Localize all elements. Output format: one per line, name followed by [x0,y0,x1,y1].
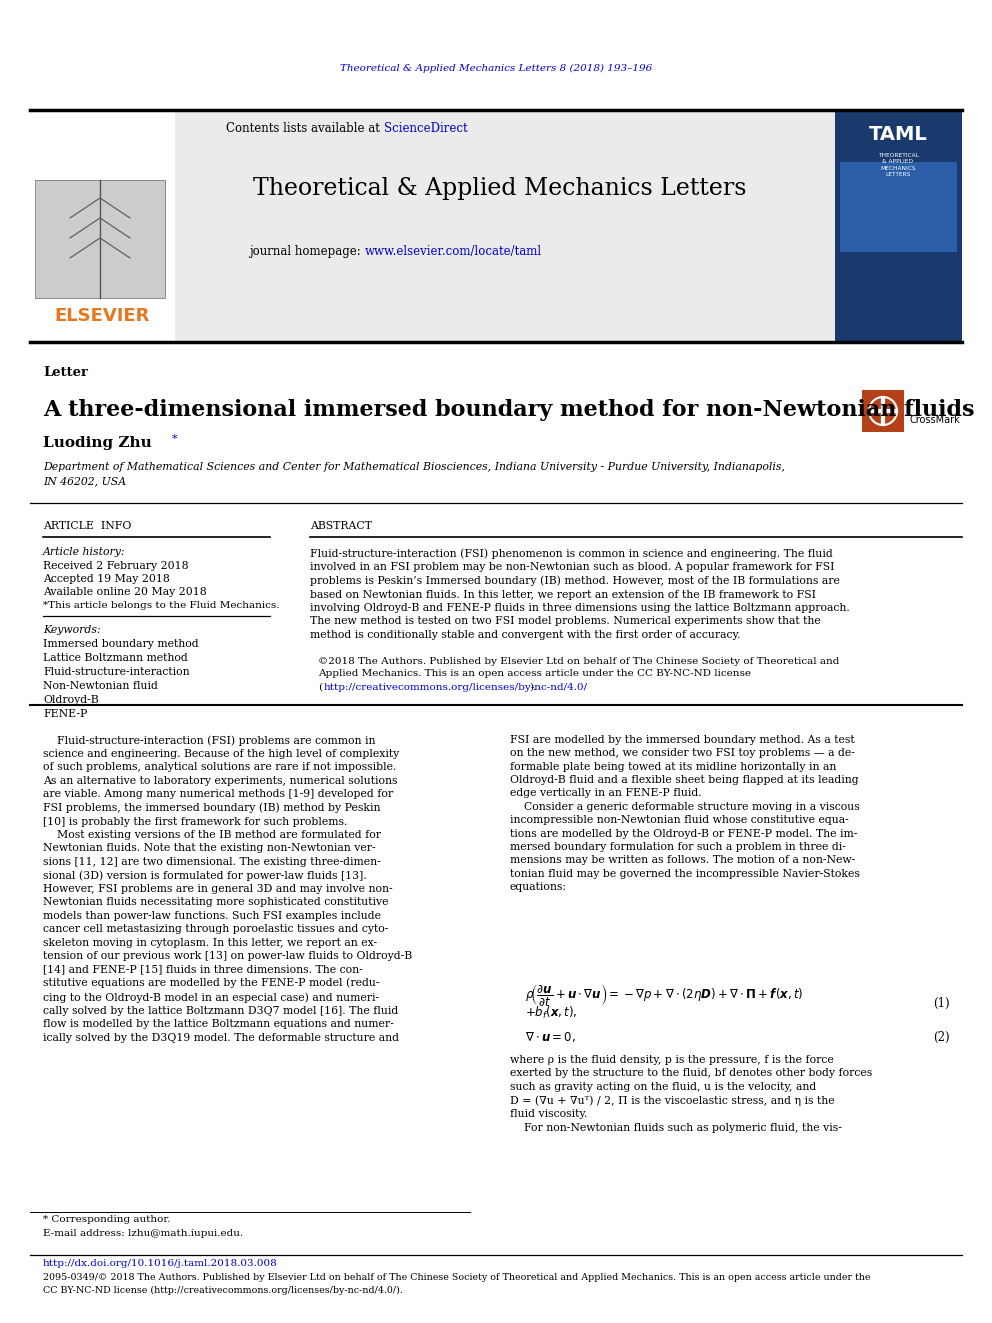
Text: Theoretical & Applied Mechanics Letters: Theoretical & Applied Mechanics Letters [253,176,747,200]
Text: 2095-0349/© 2018 The Authors. Published by Elsevier Ltd on behalf of The Chinese: 2095-0349/© 2018 The Authors. Published … [43,1274,871,1282]
Bar [862,390,904,433]
Text: Lattice Boltzmann method: Lattice Boltzmann method [43,654,187,663]
Text: Department of Mathematical Sciences and Center for Mathematical Biosciences, Ind: Department of Mathematical Sciences and … [43,462,785,486]
Text: ARTICLE  INFO: ARTICLE INFO [43,521,131,531]
Bar [35,180,165,298]
Text: FSI are modelled by the immersed boundary method. As a test
on the new method, w: FSI are modelled by the immersed boundar… [510,736,860,892]
Text: Fluid-structure-interaction: Fluid-structure-interaction [43,667,189,677]
Text: $+b_f(\boldsymbol{x},t),$: $+b_f(\boldsymbol{x},t),$ [525,1005,577,1021]
Text: TAML: TAML [869,126,928,144]
Bar [835,110,962,343]
Text: $\nabla\cdot\boldsymbol{u}=0,$: $\nabla\cdot\boldsymbol{u}=0,$ [525,1031,576,1044]
Text: journal homepage:: journal homepage: [250,246,365,258]
Text: Applied Mechanics. This is an open access article under the CC BY-NC-ND license: Applied Mechanics. This is an open acces… [318,669,751,679]
Text: Oldroyd-B: Oldroyd-B [43,695,98,705]
Text: ABSTRACT: ABSTRACT [310,521,372,531]
Text: Received 2 February 2018: Received 2 February 2018 [43,561,188,572]
Text: CC BY-NC-ND license (http://creativecommons.org/licenses/by-nc-nd/4.0/).: CC BY-NC-ND license (http://creativecomm… [43,1286,403,1295]
Text: Keywords:: Keywords: [43,624,100,635]
Text: (1): (1) [933,996,950,1009]
Text: ELSEVIER: ELSEVIER [55,307,150,325]
Text: (: ( [318,683,322,692]
Text: Article history:: Article history: [43,546,126,557]
Text: Immersed boundary method: Immersed boundary method [43,639,198,650]
Text: http://dx.doi.org/10.1016/j.taml.2018.03.008: http://dx.doi.org/10.1016/j.taml.2018.03… [43,1258,278,1267]
Text: Non-Newtonian fluid: Non-Newtonian fluid [43,681,158,691]
Text: Accepted 19 May 2018: Accepted 19 May 2018 [43,574,170,583]
Text: E-mail address: lzhu@math.iupui.edu.: E-mail address: lzhu@math.iupui.edu. [43,1229,243,1237]
Bar [840,161,957,251]
Text: $\rho\!\left(\dfrac{\partial \boldsymbol{u}}{\partial t}+\boldsymbol{u}\cdot\nab: $\rho\!\left(\dfrac{\partial \boldsymbol… [525,982,804,1008]
Text: Contents lists available at: Contents lists available at [226,122,384,135]
Text: Available online 20 May 2018: Available online 20 May 2018 [43,587,206,597]
Text: ©2018 The Authors. Published by Elsevier Ltd on behalf of The Chinese Society of: ©2018 The Authors. Published by Elsevier… [318,656,839,665]
Text: method is conditionally stable and convergent with the first order of accuracy.: method is conditionally stable and conve… [310,630,740,640]
Text: CrossMark: CrossMark [910,415,960,425]
Text: A three-dimensional immersed boundary method for non-Newtonian fluids: A three-dimensional immersed boundary me… [43,400,974,421]
Text: where ρ is the fluid density, p is the pressure, f is the force
exerted by the s: where ρ is the fluid density, p is the p… [510,1054,872,1132]
Text: problems is Peskin’s Immersed boundary (IB) method. However, most of the IB form: problems is Peskin’s Immersed boundary (… [310,576,840,586]
Text: *This article belongs to the Fluid Mechanics.: *This article belongs to the Fluid Mecha… [43,602,280,610]
Text: Theoretical & Applied Mechanics Letters 8 (2018) 193–196: Theoretical & Applied Mechanics Letters … [340,64,652,73]
Bar [175,110,835,343]
Text: (2): (2) [933,1031,950,1044]
Text: FENE-P: FENE-P [43,709,87,718]
Text: Luoding Zhu: Luoding Zhu [43,437,152,450]
Text: www.elsevier.com/locate/taml: www.elsevier.com/locate/taml [365,246,542,258]
Text: based on Newtonian fluids. In this letter, we report an extension of the IB fram: based on Newtonian fluids. In this lette… [310,590,816,599]
Text: Fluid-structure-interaction (FSI) phenomenon is common in science and engineerin: Fluid-structure-interaction (FSI) phenom… [310,549,832,560]
Text: involving Oldroyd-B and FENE-P fluids in three dimensions using the lattice Bolt: involving Oldroyd-B and FENE-P fluids in… [310,603,850,613]
Text: THEORETICAL
& APPLIED
MECHANICS
LETTERS: THEORETICAL & APPLIED MECHANICS LETTERS [878,152,919,177]
Text: * Corresponding author.: * Corresponding author. [43,1216,171,1225]
Text: *: * [172,434,178,445]
Text: ).: ). [529,683,537,692]
Text: Letter: Letter [43,365,88,378]
Text: The new method is tested on two FSI model problems. Numerical experiments show t: The new method is tested on two FSI mode… [310,617,820,627]
Bar [30,110,175,343]
Text: Fluid-structure-interaction (FSI) problems are common in
science and engineering: Fluid-structure-interaction (FSI) proble… [43,736,412,1043]
Text: involved in an FSI problem may be non-Newtonian such as blood. A popular framewo: involved in an FSI problem may be non-Ne… [310,562,834,573]
Text: ScienceDirect: ScienceDirect [384,122,467,135]
Text: http://creativecommons.org/licenses/by-nc-nd/4.0/: http://creativecommons.org/licenses/by-n… [324,683,588,692]
